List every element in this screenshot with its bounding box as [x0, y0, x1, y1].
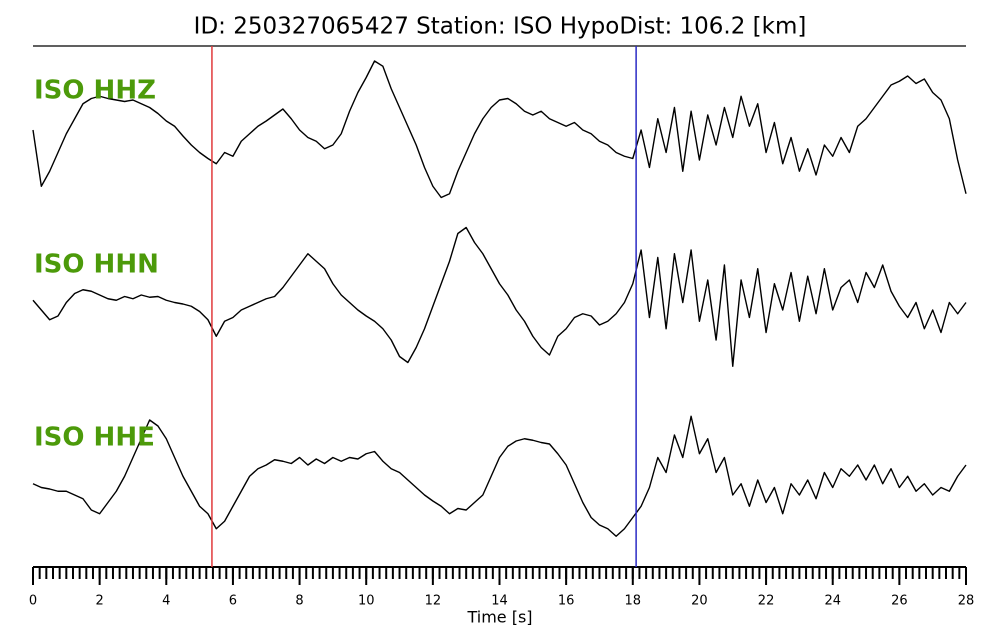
- x-tick-label: 20: [691, 594, 708, 609]
- x-tick-label: 24: [824, 594, 841, 609]
- x-tick-label: 22: [758, 594, 775, 609]
- x-axis-label: Time [s]: [466, 608, 532, 627]
- x-tick-label: 10: [358, 594, 375, 609]
- x-tick-label: 14: [491, 594, 508, 609]
- x-tick-label: 16: [558, 594, 575, 609]
- waveform: [32, 226, 967, 367]
- x-tick-label: 12: [425, 594, 442, 609]
- trace-label: ISO HHE: [34, 423, 155, 453]
- x-tick-label: 0: [29, 594, 37, 609]
- x-tick-label: 6: [229, 594, 237, 609]
- waveform: [32, 415, 967, 537]
- trace-label: ISO HHN: [34, 250, 159, 280]
- x-tick-label: 2: [96, 594, 104, 609]
- x-tick-label: 4: [162, 594, 170, 609]
- x-tick-label: 8: [295, 594, 303, 609]
- x-tick-label: 18: [625, 594, 642, 609]
- trace-label: ISO HHZ: [34, 76, 156, 106]
- x-tick-label: 28: [958, 594, 975, 609]
- waveform: [32, 60, 967, 199]
- chart-title: ID: 250327065427 Station: ISO HypoDist: …: [194, 14, 807, 40]
- x-tick-label: 26: [891, 594, 908, 609]
